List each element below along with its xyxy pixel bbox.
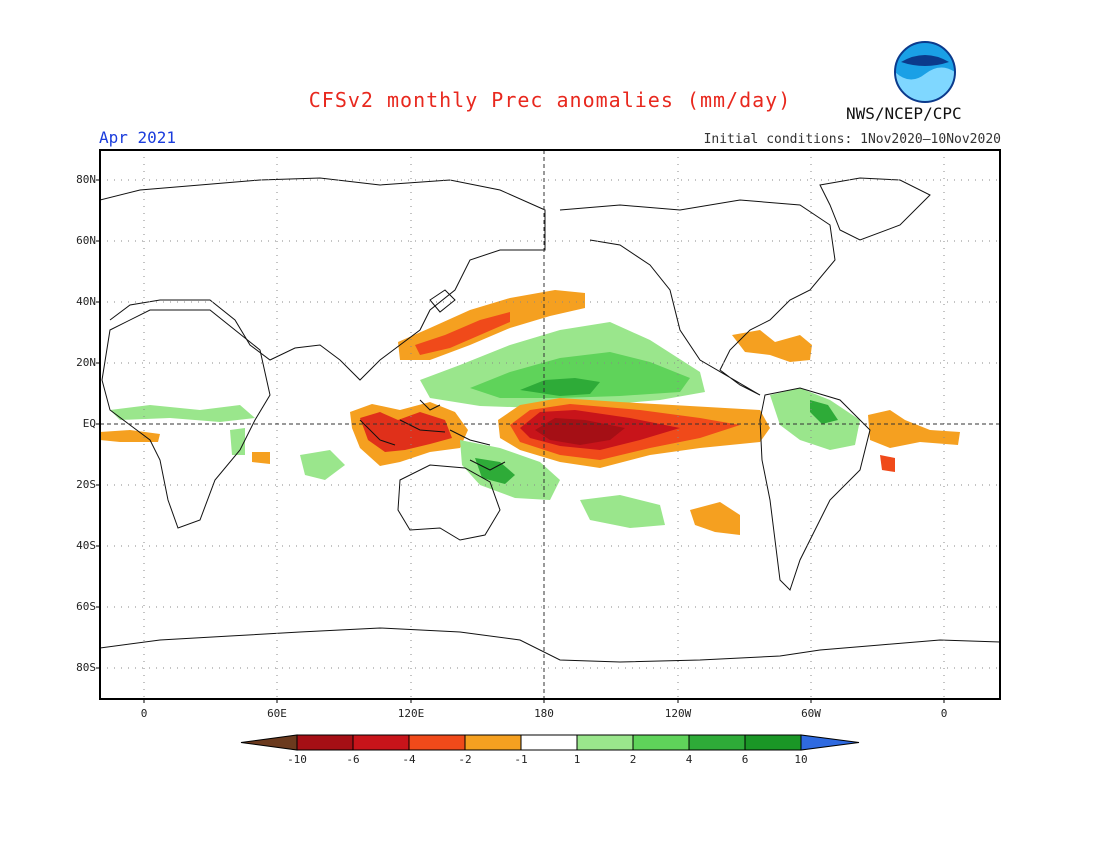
anomaly-darkgreen-south-america	[810, 400, 838, 424]
anomaly-green-africa	[110, 405, 255, 422]
colorbar-tick-label: -6	[346, 753, 360, 766]
noaa-logo-icon	[894, 41, 956, 103]
anomaly-fields	[100, 290, 960, 535]
lon-label: 60W	[801, 707, 821, 720]
coast-eurasia	[100, 177, 546, 381]
coast-antarctica	[100, 627, 1000, 663]
lat-label: 60S	[76, 600, 96, 613]
coast-africa	[101, 309, 271, 529]
colorbar-arrow-low	[240, 734, 298, 751]
agency-label: NWS/NCEP/CPC	[846, 104, 962, 123]
anomaly-red-maritime-continent	[360, 412, 452, 452]
colorbar-tick-label: -1	[514, 753, 528, 766]
lon-label: 120W	[664, 707, 692, 720]
anomaly-orange-atlantic-east	[100, 430, 160, 442]
lon-label: 0	[940, 707, 948, 720]
graticule	[100, 150, 1000, 699]
lat-label: 20N	[76, 356, 96, 369]
lon-label: 120E	[397, 707, 425, 720]
coast-maritime-islands	[359, 399, 491, 446]
colorbar-segment	[408, 734, 466, 751]
lon-label: 180	[534, 707, 554, 720]
chart-title: CFSv2 monthly Prec anomalies (mm/day)	[308, 88, 792, 112]
colorbar-segment	[632, 734, 690, 751]
coast-north-america	[559, 199, 836, 396]
anomaly-darkgreen-southwest-pacific	[475, 458, 515, 484]
colorbar-segments	[240, 734, 860, 751]
initial-conditions: Initial conditions: 1Nov2020–10Nov2020	[703, 132, 1001, 147]
anomaly-darkred-equatorial-pacific	[535, 418, 625, 445]
lat-label: 80S	[76, 661, 96, 674]
colorbar-segment	[688, 734, 746, 751]
lon-label: 60E	[267, 707, 287, 720]
axis-ticks	[96, 179, 945, 703]
colorbar-segment	[576, 734, 634, 751]
anomaly-redorange-north-pacific	[415, 312, 510, 355]
coast-australia	[397, 464, 501, 541]
colorbar-tick-label: 10	[794, 753, 808, 766]
anomaly-orange-south-pacific	[690, 502, 740, 535]
anomaly-green-south-america	[770, 388, 860, 450]
anomaly-green-indian-ocean	[300, 450, 345, 480]
colorbar-tick-label: -10	[287, 753, 307, 766]
lat-label: EQ	[82, 417, 96, 430]
lat-label: 40N	[76, 295, 96, 308]
colorbar-segment	[352, 734, 410, 751]
colorbar-tick-label: 1	[573, 753, 581, 766]
lat-label: 40S	[76, 539, 96, 552]
colorbar-tick-label: 6	[741, 753, 749, 766]
anomaly-green-south-pacific	[580, 495, 665, 528]
colorbar-tick-label: 4	[685, 753, 693, 766]
colorbar-tick-label: -4	[402, 753, 416, 766]
colorbar-segment	[744, 734, 802, 751]
anomaly-orange-caribbean	[732, 330, 812, 362]
lat-label: 80N	[76, 173, 96, 186]
anomaly-darkgreen-central-pacific	[520, 378, 600, 396]
coast-south-america	[759, 387, 871, 591]
colorbar-arrow-high	[800, 734, 860, 751]
colorbar-segment	[296, 734, 354, 751]
lon-label: 0	[140, 707, 148, 720]
colorbar-segment	[464, 734, 522, 751]
lat-label: 60N	[76, 234, 96, 247]
anomaly-red-atlantic	[880, 455, 895, 472]
colorbar-segment	[520, 734, 578, 751]
colorbar-tick-label: 2	[629, 753, 637, 766]
coast-indonesia-japan	[429, 289, 506, 471]
coast-greenland	[819, 177, 931, 241]
anomaly-green-central-pacific	[470, 352, 690, 398]
coastlines	[100, 177, 1000, 663]
anomaly-orange-madagascar	[252, 452, 270, 464]
colorbar-tick-label: -2	[458, 753, 472, 766]
forecast-month: Apr 2021	[99, 128, 177, 147]
anomaly-orange-atlantic	[868, 410, 960, 448]
lat-label: 20S	[76, 478, 96, 491]
